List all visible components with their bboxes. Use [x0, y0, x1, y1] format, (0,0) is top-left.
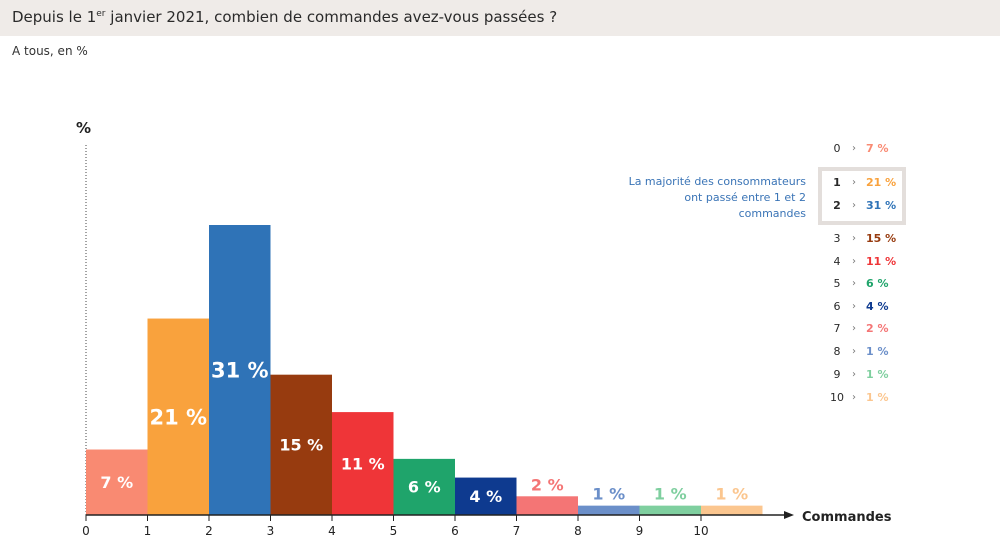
- title-superscript: er: [96, 9, 106, 19]
- x-tick-label-5: 5: [390, 524, 398, 538]
- legend-category: 9: [833, 368, 841, 381]
- legend-row-10: 10 › 1 %: [822, 389, 902, 407]
- x-tick-label-6: 6: [451, 524, 459, 538]
- x-tick-label-3: 3: [267, 524, 275, 538]
- bar-value-label-1: 21 %: [149, 405, 207, 429]
- legend-value: 4 %: [866, 300, 889, 313]
- x-axis-arrow: [784, 511, 794, 519]
- title-text-end: janvier 2021, combien de commandes avez-…: [105, 8, 558, 26]
- legend-row-0: 0 › 7 %: [822, 140, 902, 158]
- chevron-right-icon: ›: [852, 278, 856, 289]
- chevron-right-icon: ›: [852, 256, 856, 267]
- bar-value-label-4: 11 %: [341, 454, 385, 473]
- x-tick-label-9: 9: [636, 524, 644, 538]
- legend-value: 2 %: [866, 322, 889, 335]
- legend-category: 4: [833, 255, 841, 268]
- legend-category: 3: [833, 232, 841, 245]
- bar-value-label-9: 1 %: [654, 485, 687, 504]
- legend-value: 15 %: [866, 232, 897, 245]
- x-tick-label-8: 8: [574, 524, 582, 538]
- chevron-right-icon: ›: [852, 233, 856, 244]
- bar-value-label-7: 2 %: [531, 475, 564, 494]
- x-axis-label: Commandes: [802, 510, 892, 525]
- chevron-right-icon: ›: [852, 301, 856, 312]
- title-text-start: Depuis le 1: [12, 8, 97, 26]
- legend-row-9: 9 › 1 %: [822, 366, 902, 384]
- y-axis-label: %: [76, 119, 91, 137]
- chart-subtitle: A tous, en %: [12, 44, 88, 58]
- bar-1: [147, 318, 209, 515]
- legend-value: 11 %: [866, 255, 897, 268]
- legend-category: 0: [833, 142, 841, 155]
- legend-value: 31 %: [866, 199, 897, 212]
- chevron-right-icon: ›: [852, 346, 856, 357]
- bar-value-label-2: 31 %: [211, 359, 269, 383]
- legend-category: 10: [830, 391, 844, 404]
- bar-value-label-3: 15 %: [279, 436, 323, 455]
- legend-row-4: 4 › 11 %: [822, 253, 902, 271]
- legend-category: 7: [833, 322, 841, 335]
- x-tick-label-7: 7: [513, 524, 521, 538]
- bar-5: [393, 458, 455, 515]
- bar-3: [270, 374, 332, 515]
- legend-value: 7 %: [866, 142, 889, 155]
- bar-value-label-8: 1 %: [592, 485, 625, 504]
- legend-row-6: 6 › 4 %: [822, 298, 902, 316]
- legend-value: 1 %: [866, 391, 889, 404]
- highlight-box: [818, 167, 906, 225]
- title-bar: [0, 0, 1000, 36]
- bar-6: [455, 477, 517, 515]
- bar-value-label-10: 1 %: [715, 485, 748, 504]
- x-tick-label-10: 10: [693, 524, 708, 538]
- legend-value: 1 %: [866, 345, 889, 358]
- legend-category: 5: [833, 277, 841, 290]
- chart-title: Depuis le 1er janvier 2021, combien de c…: [12, 8, 557, 26]
- bar-value-label-0: 7 %: [100, 473, 133, 492]
- legend-category: 8: [833, 345, 841, 358]
- legend-category: 1: [833, 176, 841, 189]
- legend-value: 21 %: [866, 176, 897, 189]
- bar-10: [701, 505, 763, 515]
- x-tick-label-1: 1: [144, 524, 152, 538]
- x-tick-label-4: 4: [328, 524, 336, 538]
- legend-row-5: 5 › 6 %: [822, 275, 902, 293]
- legend-row-7: 7 › 2 %: [822, 320, 902, 338]
- legend-category: 6: [833, 300, 841, 313]
- bar-8: [578, 505, 640, 515]
- chevron-right-icon: ›: [852, 143, 856, 154]
- bar-0: [86, 449, 148, 515]
- legend-category: 2: [833, 199, 841, 212]
- chevron-right-icon: ›: [852, 177, 856, 188]
- chevron-right-icon: ›: [852, 392, 856, 403]
- highlight-note: La majorité des consommateurs ont passé …: [628, 175, 806, 220]
- bar-4: [332, 412, 394, 515]
- chevron-right-icon: ›: [852, 369, 856, 380]
- bar-7: [516, 496, 578, 515]
- legend-value: 1 %: [866, 368, 889, 381]
- legend-value: 6 %: [866, 277, 889, 290]
- legend-row-1: 1 › 21 %: [822, 174, 902, 192]
- x-tick-label-0: 0: [82, 524, 90, 538]
- bar-value-label-6: 4 %: [469, 487, 502, 506]
- bar-2: [209, 225, 271, 515]
- chevron-right-icon: ›: [852, 200, 856, 211]
- legend-row-3: 3 › 15 %: [822, 230, 902, 248]
- legend-row-8: 8 › 1 %: [822, 343, 902, 361]
- bar-9: [639, 505, 701, 515]
- chevron-right-icon: ›: [852, 323, 856, 334]
- legend-row-2: 2 › 31 %: [822, 197, 902, 215]
- x-tick-label-2: 2: [205, 524, 213, 538]
- bar-value-label-5: 6 %: [408, 478, 441, 497]
